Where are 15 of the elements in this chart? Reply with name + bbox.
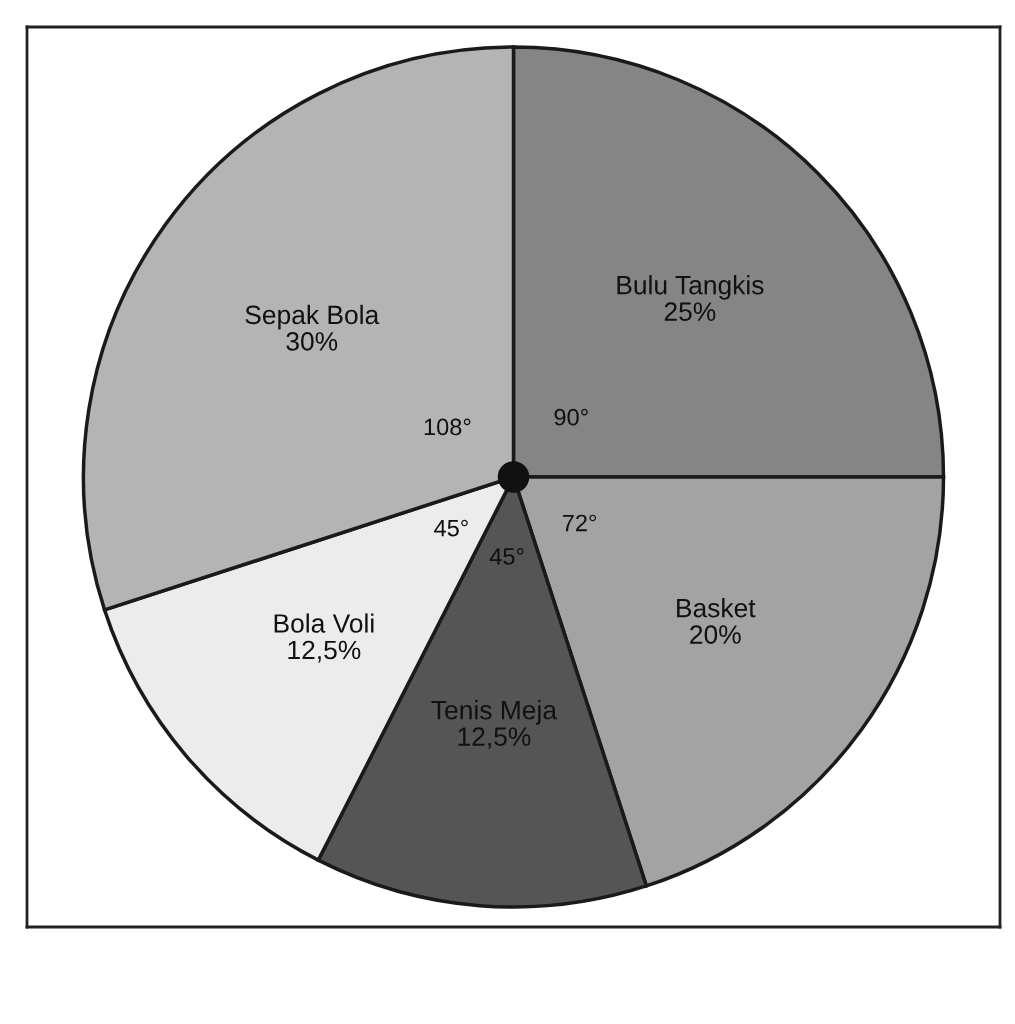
- data-label: 20%: [690, 625, 741, 644]
- data-label: 30%: [286, 332, 338, 351]
- text: 45°: [434, 519, 468, 537]
- text: 72°: [562, 514, 597, 532]
- data-label: 25%: [664, 302, 716, 321]
- text: 90°: [554, 408, 588, 426]
- slice-label: Tenis Meja: [431, 700, 557, 725]
- data-label: 12,5%: [288, 640, 361, 663]
- slice-label: Bulu Tangkis: [617, 275, 764, 300]
- slice-label: Sepak Bola: [245, 304, 380, 330]
- text: 45°: [489, 548, 524, 565]
- data-label: 12,5%: [458, 727, 531, 750]
- slice-label: Basket: [677, 598, 756, 618]
- text: 108°: [424, 418, 471, 436]
- slice-label: Bola Voli: [274, 613, 374, 633]
